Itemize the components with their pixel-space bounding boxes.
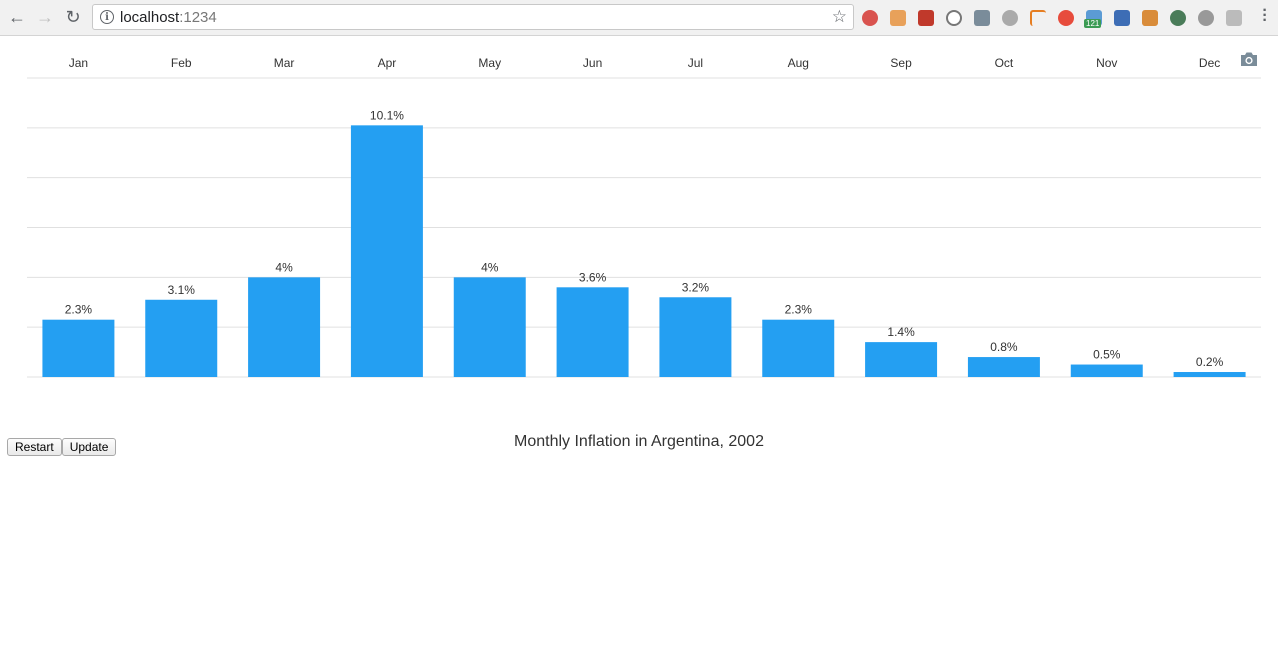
controls: Restart Update [7,438,117,456]
data-label: 4% [275,260,293,274]
data-label: 1.4% [887,325,915,339]
bar-jun [556,287,629,377]
extension-pen-icon[interactable] [974,10,990,26]
data-label: 3.2% [682,280,710,294]
data-label: 4% [481,260,499,274]
chart-title: Monthly Inflation in Argentina, 2002 [514,433,764,450]
url-port: :1234 [179,8,217,26]
x-tick-label: Nov [1096,56,1117,70]
chart-svg: 2.3% 3.1% 4% 10.1% 4% 3.6% 3.2% 2.3% 1.4% 0.8% 0.5… [27,56,1261,378]
bar-dec [1173,372,1246,377]
x-tick-label: Jan [69,56,88,70]
chart-x-axis: Jan Feb Mar Apr May Jun Jul Aug Sep Oct Nov Dec [69,56,1221,70]
update-button[interactable]: Update [61,438,117,456]
extension-red-icon[interactable] [862,10,878,26]
bar-aug [762,319,835,377]
data-label: 2.3% [785,303,813,317]
info-icon[interactable]: i [100,10,114,24]
bookmark-star-icon[interactable]: ☆ [831,7,847,26]
data-label: 0.5% [1093,348,1121,362]
bar-sep [865,342,938,377]
chart-bars [42,125,1246,377]
bar-nov [1070,364,1143,377]
data-label: 0.8% [990,340,1018,354]
bar-oct [967,357,1040,377]
forward-icon[interactable]: → [36,6,54,27]
extension-tag-icon[interactable] [1142,10,1158,26]
extension-square-icon[interactable] [1114,10,1130,26]
x-tick-label: Mar [274,56,295,70]
bar-jul [659,297,732,377]
extension-bug-icon[interactable] [918,10,934,26]
data-label: 10.1% [370,108,404,122]
chart-data-labels: 2.3% 3.1% 4% 10.1% 4% 3.6% 3.2% 2.3% 1.4% 0.8% 0.5… [65,108,1224,369]
x-tick-label: Feb [171,56,192,70]
data-label: 3.6% [579,270,607,284]
bar-feb [145,299,218,377]
x-tick-label: May [478,56,501,70]
bar-may [453,277,526,377]
chart: 2.3% 3.1% 4% 10.1% 4% 3.6% 3.2% 2.3% 1.4% 0.8% 0.5… [0,36,1278,450]
chart-grid [27,77,1261,378]
x-tick-label: Jun [583,56,602,70]
extension-calendar-icon[interactable]: 121 [1084,10,1102,28]
extension-close-icon[interactable] [1058,10,1074,26]
bar-jan [42,319,115,377]
extension-pocket-icon[interactable] [1198,10,1214,26]
url-text: localhost:1234 [120,9,217,26]
x-tick-label: Dec [1199,56,1220,70]
data-label: 3.1% [168,283,196,297]
data-label: 0.2% [1196,355,1224,369]
extension-corner-icon[interactable] [1030,10,1046,26]
data-label: 2.3% [65,303,93,317]
extension-badge: 121 [1084,19,1102,28]
extension-circle-icon[interactable] [1002,10,1018,26]
extensions-bar: 121 [862,7,1254,29]
x-tick-label: Aug [788,56,809,70]
extension-puzzle-icon[interactable] [1226,10,1242,26]
x-tick-label: Apr [378,56,397,70]
bar-apr [350,125,423,377]
restart-button[interactable]: Restart [7,438,62,456]
extension-chart-icon[interactable] [890,10,906,26]
bar-mar [248,277,321,377]
reload-icon[interactable]: ↻ [65,6,81,27]
back-icon[interactable]: ← [8,6,26,27]
address-bar[interactable]: i localhost:1234 ☆ [92,4,854,30]
camera-icon[interactable] [1240,51,1258,67]
extension-leaf-icon[interactable] [1170,10,1186,26]
x-tick-label: Jul [688,56,703,70]
x-tick-label: Oct [995,56,1014,70]
url-host: localhost [120,8,180,26]
browser-toolbar: ← → ↻ i localhost:1234 ☆ 121 · · · [0,0,1278,36]
extension-target-icon[interactable] [946,10,962,26]
x-tick-label: Sep [890,56,912,70]
browser-menu-icon[interactable]: · · · [1262,2,1268,29]
